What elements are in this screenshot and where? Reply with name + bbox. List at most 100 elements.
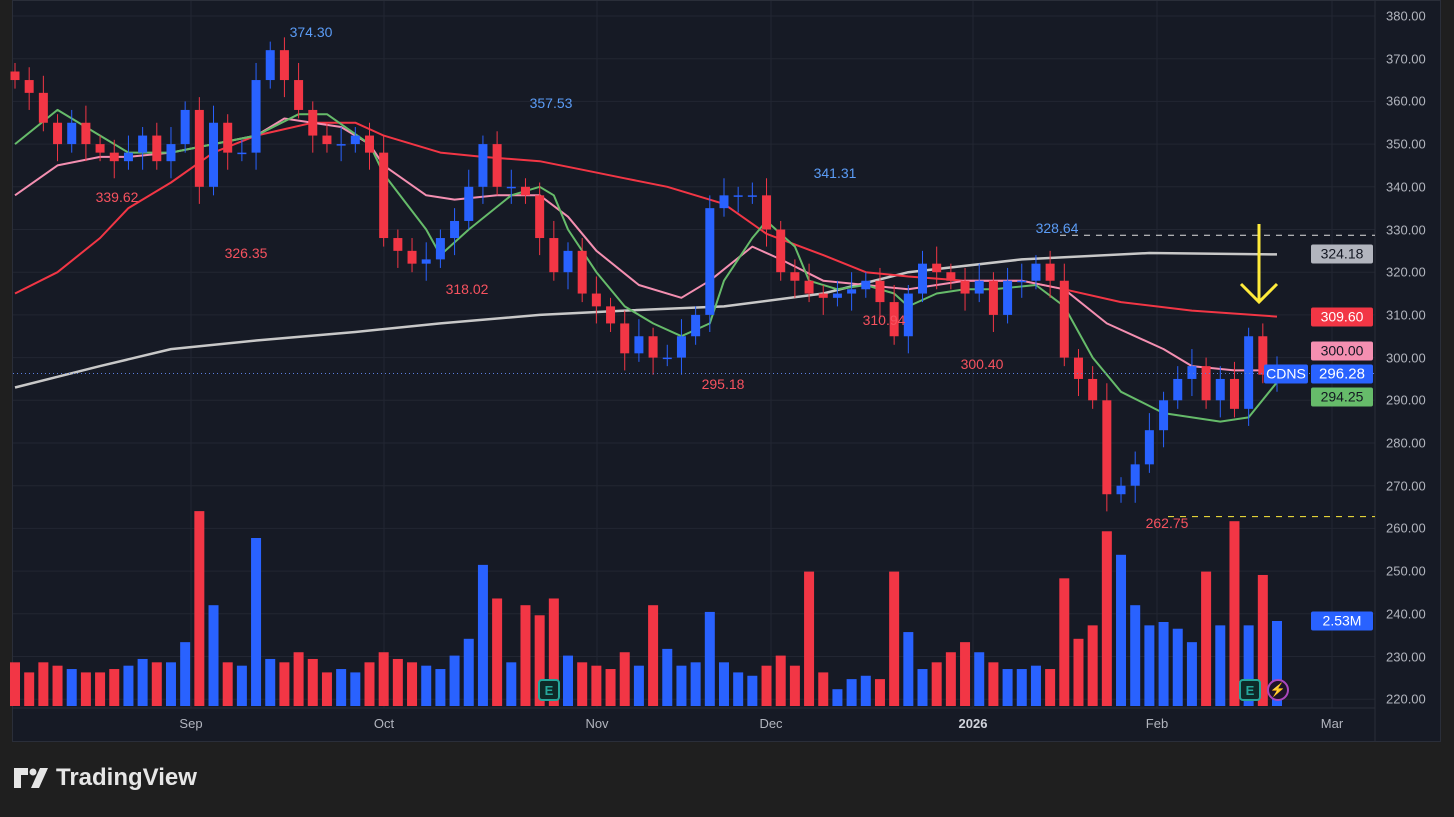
volume-bar <box>492 598 503 706</box>
low-label: 310.94 <box>862 312 906 328</box>
volume-bar <box>449 655 460 706</box>
y-tick-label: 290.00 <box>1386 392 1426 408</box>
earnings-icon[interactable]: E <box>538 679 560 701</box>
y-tick-label: 260.00 <box>1386 520 1426 536</box>
candle-body <box>747 195 757 197</box>
earnings-icon[interactable]: E <box>1239 679 1261 701</box>
candle-body <box>194 109 204 187</box>
candle-body <box>1201 366 1211 401</box>
ma-slow-price-tag: 309.60 <box>1311 307 1373 327</box>
candle-body <box>903 293 913 337</box>
volume-bar <box>1158 622 1169 706</box>
volume-bar <box>917 669 928 706</box>
volume-bar <box>1130 605 1141 706</box>
candle-body <box>1031 263 1041 281</box>
candle-body <box>1003 280 1013 315</box>
volume-bar <box>605 669 616 706</box>
volume-bar <box>931 662 942 706</box>
candle-body <box>847 289 857 294</box>
candle-body <box>932 263 942 273</box>
volume-bar <box>520 605 531 706</box>
volume-bar <box>1201 571 1212 706</box>
candle-body <box>1130 464 1140 486</box>
low-label: 300.40 <box>960 356 1004 372</box>
volume-bar <box>903 632 914 706</box>
candle-body <box>450 220 460 239</box>
x-tick-mar: Mar <box>1320 716 1344 731</box>
y-tick-label: 240.00 <box>1386 606 1426 622</box>
candle-body <box>889 302 899 337</box>
volume-bar <box>24 672 35 706</box>
volume-bar <box>818 672 829 706</box>
candle-body <box>53 122 63 145</box>
volume-bar <box>1030 665 1041 706</box>
candle-body <box>974 280 984 294</box>
volume-bar <box>477 564 488 706</box>
y-tick-label: 230.00 <box>1386 649 1426 664</box>
candle-body <box>95 144 105 153</box>
volume-bar <box>662 648 673 706</box>
candle-body <box>237 152 247 155</box>
candle-body <box>705 208 715 315</box>
volume-bar <box>1272 620 1282 706</box>
y-tick-label: 340.00 <box>1386 179 1426 195</box>
candle-body <box>81 122 91 145</box>
candle-body <box>691 314 701 337</box>
lightning-event-icon[interactable]: ⚡ <box>1267 679 1289 701</box>
volume-bar <box>392 658 403 706</box>
candle-body <box>67 122 77 145</box>
candle-body <box>350 135 360 145</box>
candle-body <box>662 357 672 360</box>
volume-bar <box>718 662 729 706</box>
volume-bar <box>1045 669 1056 706</box>
volume-bar <box>534 615 545 706</box>
volume-bar <box>1087 625 1098 706</box>
volume-bar <box>307 658 318 706</box>
candle-body <box>279 50 289 81</box>
volume-bar <box>789 665 800 706</box>
candle-body <box>776 229 786 273</box>
volume-bar <box>109 669 120 706</box>
candle-body <box>804 280 814 294</box>
volume-bar <box>775 655 786 706</box>
volume-bar <box>1257 574 1268 706</box>
volume-bar <box>591 665 602 706</box>
volume-bar <box>95 672 106 706</box>
volume-bar <box>279 662 290 706</box>
volume-bar <box>222 662 233 706</box>
y-tick-label: 220.00 <box>1386 691 1426 707</box>
volume-bar <box>208 605 219 706</box>
ma-long-price-tag: 324.18 <box>1311 244 1373 264</box>
tradingview-logo-icon <box>14 768 48 788</box>
volume-bar <box>421 665 432 706</box>
candle-body <box>421 259 431 264</box>
candle-body <box>1244 336 1254 409</box>
candle-body <box>1059 280 1069 358</box>
volume-bar <box>364 662 375 706</box>
y-tick-label: 250.00 <box>1386 563 1426 579</box>
volume-bar <box>336 669 347 706</box>
candle-body <box>407 250 417 264</box>
high-label: 374.30 <box>289 24 333 40</box>
symbol-tag[interactable]: CDNS <box>1264 364 1308 384</box>
candle-body <box>180 109 190 145</box>
volume-bar <box>704 611 715 706</box>
x-tick-dec: Dec <box>759 716 783 731</box>
volume-bar <box>860 675 871 706</box>
high-label: 328.64 <box>1035 220 1079 236</box>
candle-body <box>960 280 970 294</box>
volume-bar <box>265 658 276 706</box>
last-price-tag: 296.28 <box>1311 364 1373 384</box>
volume-bar <box>988 662 999 706</box>
volume-bar <box>10 662 20 706</box>
tradingview-logo[interactable]: TradingView <box>14 764 197 792</box>
y-tick-label: 370.00 <box>1386 51 1426 67</box>
volume-bar <box>563 655 574 706</box>
candle-body <box>1045 263 1055 281</box>
candle-body <box>648 336 658 358</box>
candle-body <box>1017 280 1027 283</box>
y-tick-label: 320.00 <box>1386 264 1426 280</box>
volume-bar <box>506 662 517 706</box>
volume-bar <box>1172 628 1183 706</box>
